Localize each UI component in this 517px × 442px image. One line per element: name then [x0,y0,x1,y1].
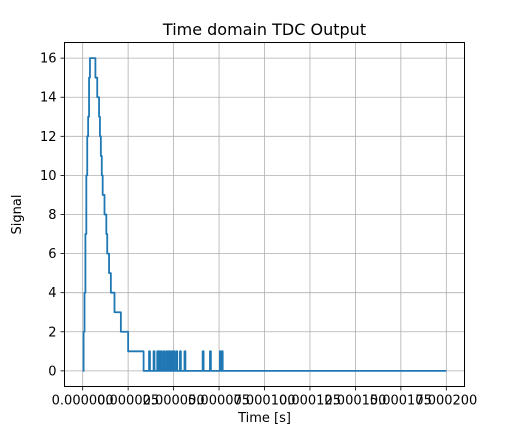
y-tick-label: 0 [48,364,56,379]
y-tick-label: 10 [40,169,57,184]
grid [64,42,465,387]
y-tick-label: 14 [40,91,57,106]
x-tick-label: 0.000150 [324,394,386,409]
x-tick-label: 0.000075 [188,394,250,409]
series-line [82,57,447,372]
x-axis-label: Time [s] [237,411,291,426]
y-tick-label: 2 [48,325,56,340]
y-tick-label: 8 [48,208,56,223]
y-tick-label: 6 [48,247,56,262]
x-tick-label: 0.000025 [97,394,159,409]
x-tick-label: 0.000050 [143,394,205,409]
chart-title: Time domain TDC Output [162,20,366,39]
series-layer [82,57,447,372]
x-tick-label: 0.000000 [52,394,114,409]
y-tick-label: 16 [40,52,57,67]
y-tick-label: 12 [40,130,57,145]
x-tick-label: 0.000175 [370,394,432,409]
x-tick-label: 0.000200 [415,394,477,409]
x-tick-label: 0.000100 [233,394,295,409]
y-tick-label: 4 [48,286,56,301]
y-axis-label: Signal [10,195,25,235]
x-tick-label: 0.000125 [279,394,341,409]
ticks: 0.0000000.0000250.0000500.0000750.000100… [40,52,477,409]
